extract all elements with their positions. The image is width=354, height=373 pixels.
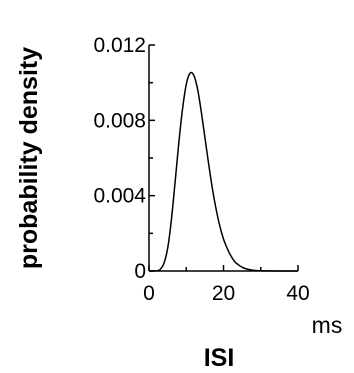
- y-axis-title: probability density: [15, 47, 43, 269]
- x-tick-label: 0: [143, 282, 155, 305]
- x-axis-title: ISI: [204, 344, 235, 372]
- y-tick-label: 0.012: [93, 34, 146, 57]
- x-tick-label: 20: [212, 282, 235, 305]
- density-curve-series-0: [148, 71, 298, 272]
- x-unit-label: ms: [312, 312, 343, 338]
- plot-area: [148, 71, 298, 272]
- y-tick-label: 0.004: [93, 185, 146, 208]
- x-tick-label: 40: [286, 282, 309, 305]
- y-tick-label: 0.008: [93, 109, 146, 132]
- y-tick-label: 0: [134, 260, 146, 283]
- axes: [148, 44, 299, 272]
